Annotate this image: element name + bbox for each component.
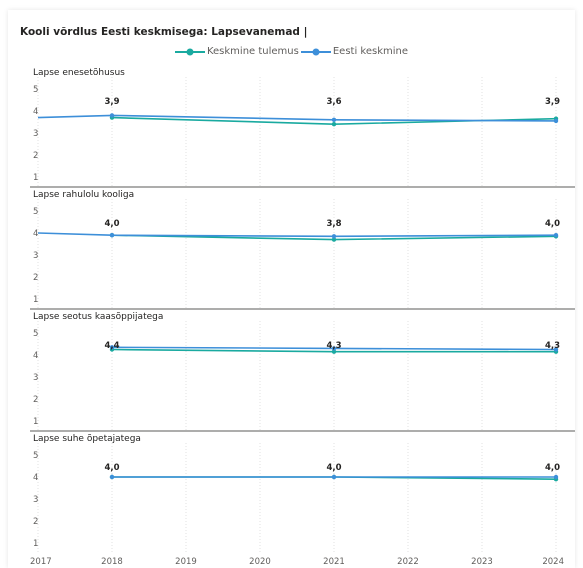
series-line-2 xyxy=(37,232,557,238)
data-label: 4,0 xyxy=(104,463,119,473)
data-label: 4,3 xyxy=(326,341,341,351)
x-tick-label: 2023 xyxy=(471,557,493,567)
y-tick-label: 2 xyxy=(33,151,38,161)
data-label: 3,9 xyxy=(545,97,560,107)
y-tick-label: 4 xyxy=(33,473,38,483)
x-tick-label: 2017 xyxy=(30,557,52,567)
data-label: 4,0 xyxy=(326,463,341,473)
data-label: 4,3 xyxy=(545,341,560,351)
panel-label-0: Lapse enesetõhusus xyxy=(33,68,125,78)
data-point-2 xyxy=(331,117,337,123)
legend-swatch-series1 xyxy=(174,48,205,55)
data-point-2 xyxy=(553,474,559,480)
y-tick-label: 3 xyxy=(33,373,38,383)
y-tick-label: 3 xyxy=(33,251,38,261)
y-tick-label: 1 xyxy=(33,417,38,427)
data-label: 3,9 xyxy=(104,97,119,107)
data-point-2 xyxy=(331,234,337,239)
x-tick-label: 2022 xyxy=(397,557,419,567)
data-point-1 xyxy=(331,237,337,242)
y-tick-label: 1 xyxy=(33,173,38,183)
data-point-2 xyxy=(109,345,115,350)
data-point-2 xyxy=(553,233,559,238)
data-point-1 xyxy=(331,349,337,354)
panel-label-3: Lapse suhe õpetajatega xyxy=(33,434,141,444)
panel-label-2: Lapse seotus kaasõppijatega xyxy=(33,312,163,322)
data-label: 4,0 xyxy=(545,219,560,229)
y-tick-label: 5 xyxy=(33,85,38,95)
data-label: 4,0 xyxy=(104,219,119,229)
series-line-2 xyxy=(37,114,557,122)
data-point-2 xyxy=(553,347,559,352)
data-point-1 xyxy=(331,122,337,127)
y-tick-label: 4 xyxy=(33,229,38,239)
x-tick-label: 2019 xyxy=(175,557,197,567)
y-tick-label: 1 xyxy=(33,539,38,549)
data-label: 3,8 xyxy=(326,219,341,229)
y-tick-label: 5 xyxy=(33,329,38,339)
legend-swatch-series2 xyxy=(300,48,331,55)
data-point-2 xyxy=(553,118,559,124)
x-tick-label: 2021 xyxy=(323,557,345,567)
y-tick-label: 5 xyxy=(33,207,38,217)
chart-title: Kooli võrdlus Eesti keskmisega: Lapsevan… xyxy=(20,26,308,38)
y-tick-label: 1 xyxy=(33,295,38,305)
data-point-2 xyxy=(109,474,115,480)
y-tick-label: 5 xyxy=(33,451,38,461)
x-tick-label: 2020 xyxy=(249,557,271,567)
chart-card xyxy=(8,10,575,568)
x-tick-label: 2024 xyxy=(542,557,564,567)
legend: Keskmine tulemus Eesti keskmine xyxy=(0,46,583,57)
legend-label-series1: Keskmine tulemus xyxy=(206,46,299,57)
y-tick-label: 2 xyxy=(33,273,38,283)
y-tick-label: 3 xyxy=(33,129,38,139)
legend-label-series2: Eesti keskmine xyxy=(332,46,409,57)
data-point-2 xyxy=(331,474,337,480)
y-tick-label: 4 xyxy=(33,107,38,117)
data-point-2 xyxy=(331,346,337,351)
panel-label-1: Lapse rahulolu kooliga xyxy=(33,190,134,200)
data-label: 4,4 xyxy=(104,341,119,351)
y-tick-label: 2 xyxy=(33,395,38,405)
legend-item-series1[interactable]: Keskmine tulemus xyxy=(174,46,299,57)
y-tick-label: 2 xyxy=(33,517,38,527)
y-tick-label: 4 xyxy=(33,351,38,361)
data-point-2 xyxy=(109,113,115,118)
data-label: 3,6 xyxy=(326,97,341,107)
legend-item-series2[interactable]: Eesti keskmine xyxy=(300,46,409,57)
x-tick-label: 2018 xyxy=(101,557,123,567)
y-tick-label: 3 xyxy=(33,495,38,505)
data-label: 4,0 xyxy=(545,463,560,473)
data-point-2 xyxy=(109,233,115,238)
